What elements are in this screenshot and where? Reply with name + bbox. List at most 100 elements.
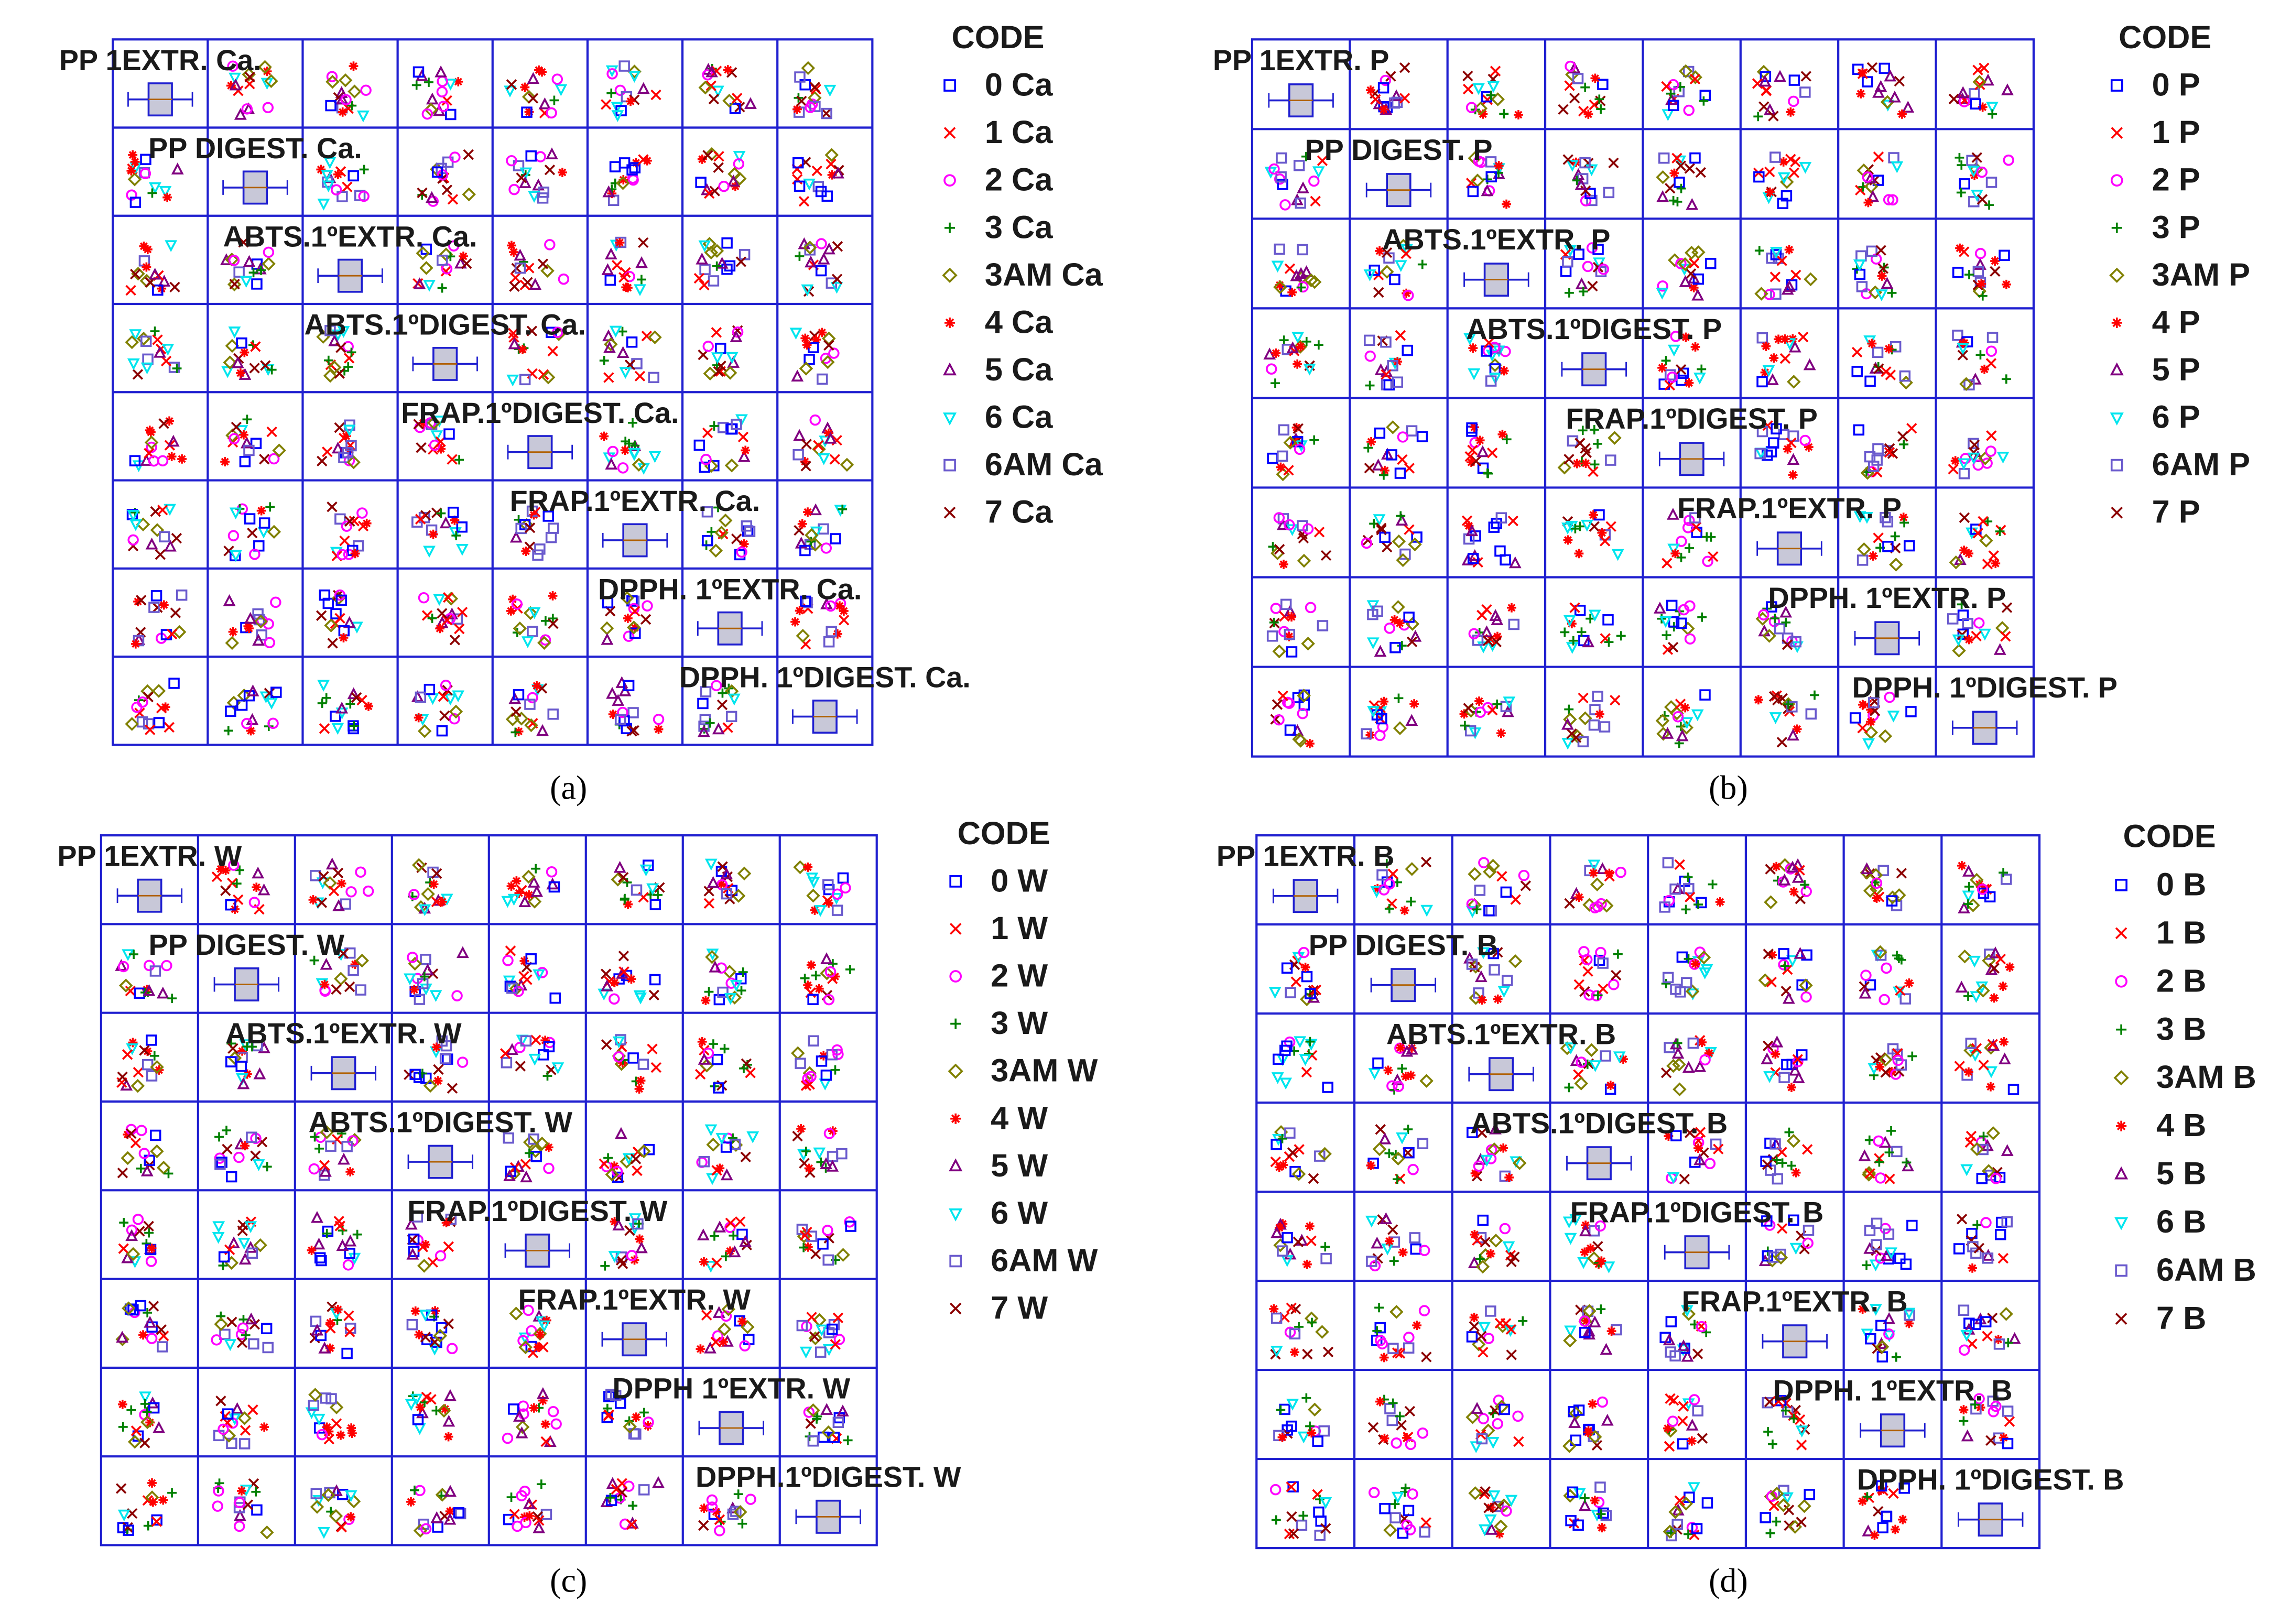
- scatter-glyph: [145, 426, 155, 435]
- scatter-glyph: [618, 60, 630, 72]
- scatter-glyph: [817, 252, 830, 265]
- scatter-glyph-part: [307, 1246, 317, 1255]
- scatter-glyph: [443, 1241, 454, 1252]
- scatter-glyph-part: [1853, 511, 1866, 524]
- scatter-glyph-part: [1890, 531, 1900, 541]
- scatter-glyph-part: [1758, 609, 1769, 621]
- scatter-glyph: [820, 542, 832, 554]
- scatter-glyph: [805, 528, 819, 542]
- scatter-glyph: [136, 716, 148, 728]
- scatter-glyph-part: [542, 510, 554, 522]
- scatter-glyph: [737, 866, 752, 881]
- scatter-glyph-part: [813, 1147, 826, 1160]
- scatter-glyph-part: [1671, 152, 1682, 164]
- scatter-glyph-part: [142, 353, 154, 365]
- scatter-glyph-part: [316, 1255, 327, 1267]
- scatter-glyph: [226, 1316, 237, 1327]
- scatter-glyph: [335, 701, 349, 714]
- scatter-glyph: [1598, 264, 1610, 275]
- scatter-glyph: [156, 1324, 167, 1335]
- scatter-glyph: [1499, 366, 1509, 376]
- scatter-glyph: [617, 326, 627, 336]
- scatter-glyph-part: [1467, 444, 1478, 456]
- legend-label: 6AM P: [2152, 446, 2250, 482]
- scatter-glyph: [1685, 268, 1697, 279]
- scatter-glyph-part: [1486, 90, 1496, 100]
- scatter-glyph: [151, 684, 166, 698]
- scatter-glyph: [132, 1214, 144, 1225]
- scatter-glyph-part: [1800, 71, 1812, 82]
- scatter-glyph-part: [540, 1036, 550, 1045]
- scatter-glyph-part: [265, 697, 278, 710]
- scatter-glyph-part: [1862, 171, 1873, 183]
- scatter-glyph: [156, 1160, 171, 1175]
- scatter-glyph-part: [165, 416, 175, 426]
- scatter-glyph-part: [349, 721, 359, 731]
- scatter-glyph-part: [435, 1250, 447, 1262]
- scatter-glyph-part: [419, 972, 429, 982]
- scatter-glyph: [234, 107, 247, 120]
- scatter-glyph-part: [131, 639, 140, 649]
- scatter-glyph: [730, 330, 743, 342]
- scatter-glyph-part: [699, 461, 710, 473]
- scatter-glyph-part: [599, 431, 609, 441]
- scatter-glyph: [1494, 545, 1506, 557]
- scatter-glyph: [1779, 605, 1793, 618]
- scatter-glyph: [1497, 430, 1507, 439]
- scatter-glyph: [1655, 713, 1670, 728]
- scatter-glyph: [270, 686, 282, 698]
- scatter-glyph: [342, 181, 353, 192]
- scatter-glyph-part: [454, 256, 467, 269]
- scatter-glyph-part: [1389, 274, 1400, 286]
- scatter-glyph: [246, 1247, 258, 1259]
- scatter-glyph: [1578, 711, 1592, 725]
- scatter-glyph-part: [1578, 105, 1589, 117]
- scatter-glyph-part: [117, 961, 129, 973]
- scatter-glyph-part: [1804, 442, 1814, 452]
- scatter-glyph: [225, 705, 236, 717]
- scatter-glyph-part: [1403, 289, 1414, 301]
- scatter-glyph-part: [1494, 161, 1504, 171]
- scatter-glyph: [1370, 94, 1381, 105]
- scatter-glyph: [518, 895, 531, 907]
- scatter-glyph: [697, 154, 707, 164]
- scatter-glyph-part: [449, 713, 460, 725]
- scatter-glyph-part: [268, 453, 280, 465]
- scatter-glyph: [634, 284, 646, 297]
- scatter-glyph: [1887, 194, 1898, 206]
- scatter-glyph: [229, 507, 242, 520]
- scatter-glyph-part: [451, 990, 463, 1001]
- scatter-glyph-part: [1982, 73, 1994, 86]
- panel-caption: (b): [1709, 769, 1748, 806]
- scatter-glyph-part: [734, 1216, 746, 1227]
- scatter-glyph-part: [551, 73, 563, 85]
- scatter-glyph-part: [823, 636, 835, 648]
- variable-label: ABTS.1ºEXTR. Ca.: [223, 220, 477, 253]
- scatter-glyph-part: [558, 168, 567, 177]
- scatter-glyph: [362, 518, 372, 528]
- scatter-glyph: [709, 421, 719, 431]
- scatter-glyph-part: [794, 180, 806, 192]
- scatter-glyph: [143, 1047, 153, 1056]
- scatter-glyph: [1674, 177, 1685, 188]
- scatter-glyph-part: [527, 876, 540, 888]
- scatter-glyph: [1616, 631, 1626, 641]
- scatter-glyph: [1972, 64, 1983, 75]
- scatter-glyph: [441, 615, 453, 626]
- scatter-glyph: [348, 170, 359, 182]
- scatter-glyph-part: [1899, 370, 1911, 382]
- scatter-glyph-part: [705, 950, 719, 964]
- scatter-glyph-part: [1580, 185, 1591, 197]
- scatter-glyph-part: [1396, 553, 1410, 568]
- scatter-glyph: [801, 61, 816, 75]
- scatter-glyph: [453, 77, 463, 86]
- scatter-glyph: [1488, 358, 1502, 372]
- scatter-glyph: [319, 589, 331, 601]
- scatter-glyph-part: [1768, 111, 1779, 122]
- scatter-glyph-part: [796, 1124, 806, 1133]
- scatter-glyph: [225, 636, 240, 650]
- scatter-glyph-part: [711, 352, 724, 365]
- scatter-glyph-part: [617, 706, 628, 718]
- legend-marker: [943, 459, 956, 472]
- scatter-glyph: [148, 602, 160, 613]
